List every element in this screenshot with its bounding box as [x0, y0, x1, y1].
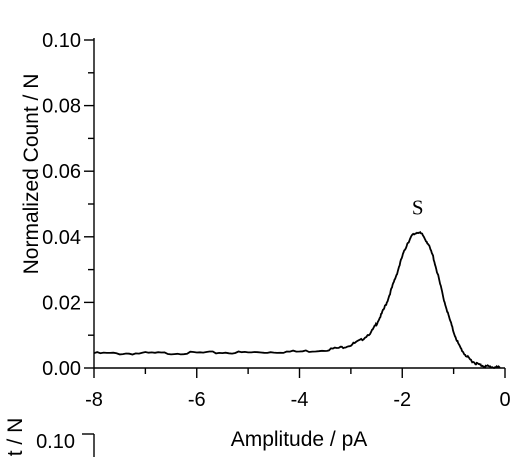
x-tick-label: -6: [188, 389, 206, 411]
second-panel-tick-label: 0.10: [36, 431, 75, 453]
second-panel-ylabel-fragment: t / N: [4, 418, 27, 457]
chart-axes: [93, 38, 505, 369]
second-panel-fragment: t / N 0.10: [4, 418, 95, 457]
x-axis-title: Amplitude / pA: [231, 428, 368, 451]
y-axis-title: Normalized Count / N: [20, 74, 43, 275]
y-tick-label: 0.02: [42, 292, 81, 314]
x-tick-label: 0: [499, 389, 510, 411]
y-tick-label: 0.08: [42, 96, 81, 118]
y-tick-label: 0.00: [42, 358, 81, 380]
x-tick-label: -4: [291, 389, 309, 411]
x-tick-label: -2: [393, 389, 411, 411]
y-tick-label: 0.06: [42, 161, 81, 183]
ticks: [84, 39, 506, 378]
y-tick-label: 0.04: [42, 227, 81, 249]
x-tick-label: -8: [85, 389, 103, 411]
peak-annotation: S: [412, 195, 424, 219]
y-tick-label: 0.10: [42, 30, 81, 52]
series-line: [93, 230, 501, 370]
tick-labels: -8 -6 -4 -2 0 0.00 0.02 0.04 0.06 0.08 0.10: [42, 30, 511, 411]
